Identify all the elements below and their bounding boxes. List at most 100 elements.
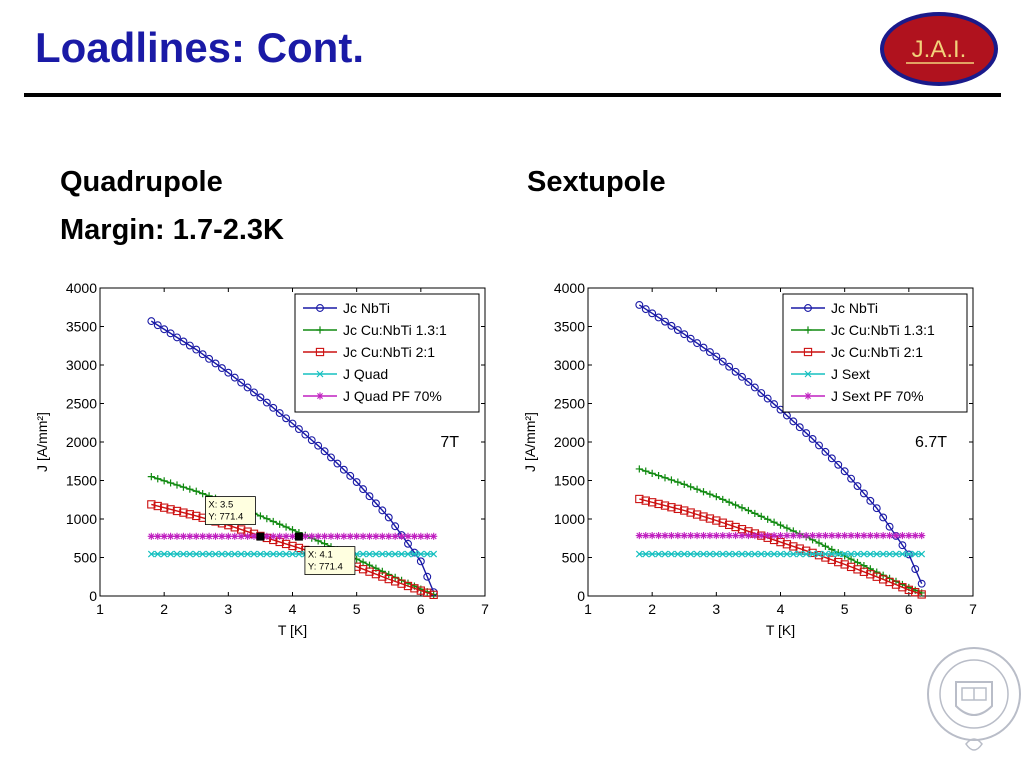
- data-point: [654, 499, 663, 509]
- data-point: [693, 550, 701, 558]
- legend: Jc NbTi Jc Cu:NbTi 1.3:1 Jc Cu:NbTi 2:1 J Q…: [294, 293, 480, 413]
- data-point: [397, 579, 406, 588]
- data-point: [244, 550, 252, 558]
- data-point: [378, 506, 387, 515]
- data-point: [686, 508, 695, 517]
- field-annotation: 7T: [440, 434, 459, 451]
- data-point: [738, 550, 746, 558]
- data-point: [911, 587, 920, 597]
- data-point: [693, 485, 701, 493]
- y-tick-label: 1500: [66, 473, 97, 489]
- data-point: [725, 362, 734, 371]
- legend-entry: J Sext: [831, 366, 870, 382]
- data-point: [263, 550, 271, 558]
- data-point: [147, 532, 155, 540]
- data-point: [256, 550, 264, 558]
- data-point: [172, 506, 182, 516]
- data-point: [706, 550, 714, 558]
- data-point: [674, 531, 682, 540]
- data-point: [661, 474, 669, 482]
- y-tick-label: 3500: [554, 319, 585, 335]
- y-tick-label: 0: [89, 588, 97, 604]
- data-point: [237, 550, 245, 558]
- data-point: [179, 337, 188, 346]
- data-point: [339, 465, 348, 474]
- data-point: [648, 531, 656, 540]
- data-point: [751, 531, 759, 540]
- data-point: [250, 550, 258, 558]
- legend-entry: J Sext PF 70%: [831, 388, 924, 404]
- data-point: [687, 550, 695, 558]
- legend-swatch-marker: [804, 326, 812, 334]
- data-point: [397, 532, 406, 540]
- data-point: [153, 501, 162, 511]
- data-point: [654, 313, 663, 322]
- data-point: [333, 459, 342, 468]
- data-point: [346, 471, 355, 480]
- data-point: [860, 550, 868, 558]
- legend-swatch-marker: [804, 370, 812, 378]
- data-point: [230, 373, 239, 382]
- data-point: [725, 531, 733, 540]
- data-point: [250, 388, 258, 397]
- y-tick-label: 4000: [554, 280, 585, 296]
- data-point: [423, 588, 432, 597]
- data-point: [879, 531, 887, 540]
- data-point: [212, 550, 219, 558]
- x-tick-label: 2: [160, 601, 168, 617]
- x-tick-label: 4: [289, 601, 297, 617]
- data-point: [167, 550, 175, 558]
- data-point: [680, 330, 689, 339]
- data-point: [841, 550, 849, 558]
- data-point: [166, 532, 175, 540]
- data-point: [378, 572, 387, 581]
- data-point: [770, 550, 778, 558]
- data-point: [859, 489, 868, 498]
- legend-entry: Jc NbTi: [343, 300, 390, 316]
- data-point: [384, 574, 393, 584]
- data-point: [776, 531, 785, 540]
- data-point: [641, 496, 650, 505]
- sextupole-loadline-chart: 1 2 3 4 5 6 7 0 500 1000 1500 2000 2500 3000 3500 4000 T…: [522, 280, 977, 638]
- data-point: [340, 532, 348, 540]
- data-point: [218, 532, 226, 540]
- data-point: [731, 501, 740, 509]
- data-point: [372, 532, 380, 540]
- data-point: [333, 532, 342, 540]
- data-point: [712, 352, 721, 361]
- data-point: [770, 400, 779, 409]
- data-point: [320, 447, 329, 456]
- data-point: [911, 531, 919, 540]
- data-point: [815, 441, 823, 450]
- data-point: [898, 531, 907, 540]
- data-point: [211, 359, 220, 368]
- data-point: [635, 550, 643, 558]
- logo-text: J.A.I.: [912, 36, 967, 63]
- legend-swatch-marker: [315, 347, 325, 357]
- data-point: [160, 503, 169, 512]
- data-point: [834, 460, 843, 469]
- data-point: [718, 518, 727, 527]
- data-point: [873, 550, 881, 558]
- data-point: [205, 354, 214, 363]
- data-point: [404, 532, 412, 540]
- data-point: [661, 317, 669, 326]
- data-point: [371, 569, 381, 579]
- data-point: [693, 339, 702, 348]
- data-point: [667, 503, 676, 512]
- data-point: [872, 504, 881, 513]
- data-point: [250, 532, 258, 540]
- data-point: [179, 483, 188, 491]
- data-point: [243, 532, 252, 540]
- data-point: [905, 531, 913, 540]
- data-point: [789, 531, 797, 540]
- data-point: [795, 544, 804, 553]
- data-point: [699, 343, 708, 352]
- data-point: [821, 447, 830, 456]
- data-point: [276, 520, 284, 528]
- data-point: [263, 532, 271, 540]
- data-point: [391, 577, 400, 586]
- data-point: [263, 515, 271, 523]
- legend-swatch-marker: [316, 304, 324, 312]
- data-point: [680, 550, 688, 558]
